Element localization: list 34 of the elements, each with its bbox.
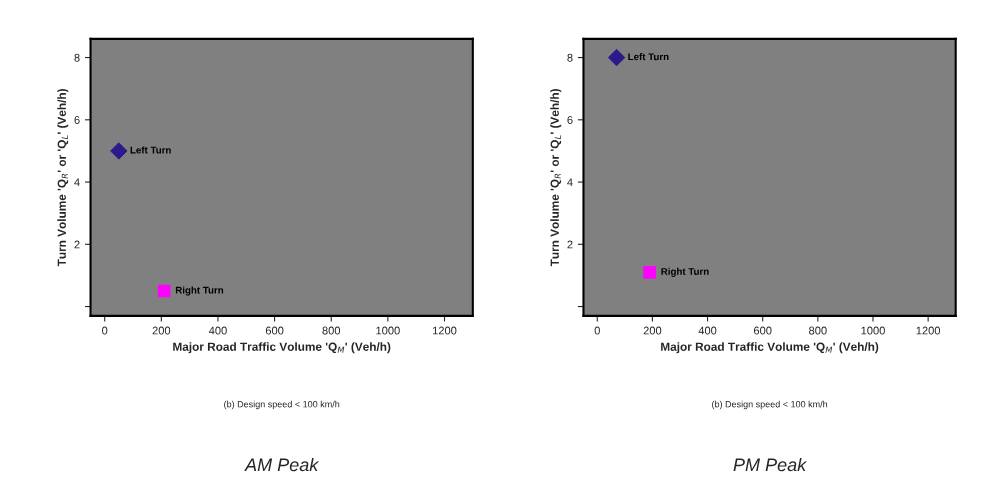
text: AM Peak [244, 457, 320, 472]
x-tick-label: 1000 [861, 326, 885, 335]
y-tick-label: 2 [567, 240, 573, 249]
y-tick-label: 2 [74, 240, 80, 249]
x-tick-label: 1000 [376, 326, 400, 335]
y-tick-label: 6 [567, 116, 573, 124]
x-axis-title: Major Road Traffic Volume 'Q$_{M}$' (Veh/h) [173, 342, 391, 354]
y-tick-label: 6 [74, 116, 80, 124]
x-tick-label: 600 [753, 326, 772, 335]
x-tick-label: 800 [322, 326, 341, 335]
y-tick-label: 8 [74, 53, 80, 62]
series-label: Right Turn [661, 267, 709, 277]
x-tick-label: 600 [265, 326, 284, 335]
series-label: Left Turn [628, 53, 669, 61]
x-tick-label: 1200 [916, 326, 941, 335]
text: (b) Design speed < 100 km/h [712, 400, 828, 410]
y-tick-label: 4 [74, 178, 80, 187]
series-label: Right Turn [175, 286, 224, 296]
x-tick-label: 400 [698, 326, 717, 335]
x-tick-label: 400 [208, 326, 227, 335]
text: PM Peak [733, 457, 807, 472]
x-tick-label: 800 [809, 326, 827, 335]
x-tick-label: 0 [102, 326, 108, 335]
x-tick-label: 0 [594, 326, 600, 335]
y-axis-title: Turn Volume 'Q$_{R}$' or 'Q$_{L}$' (Veh/h) [550, 89, 562, 267]
x-tick-label: 200 [643, 326, 662, 335]
y-tick-label: 4 [567, 178, 573, 187]
series-label: Left Turn [130, 146, 171, 154]
y-axis-title: Turn Volume 'Q$_{R}$' or 'Q$_{L}$' (Veh/h) [57, 89, 69, 267]
x-tick-label: 200 [152, 326, 171, 335]
x-axis-title: Major Road Traffic Volume 'Q$_{M}$' (Veh/h) [661, 342, 879, 354]
text: (b) Design speed < 100 km/h [224, 400, 340, 410]
x-tick-label: 1200 [432, 326, 457, 335]
y-tick-label: 8 [567, 53, 573, 62]
